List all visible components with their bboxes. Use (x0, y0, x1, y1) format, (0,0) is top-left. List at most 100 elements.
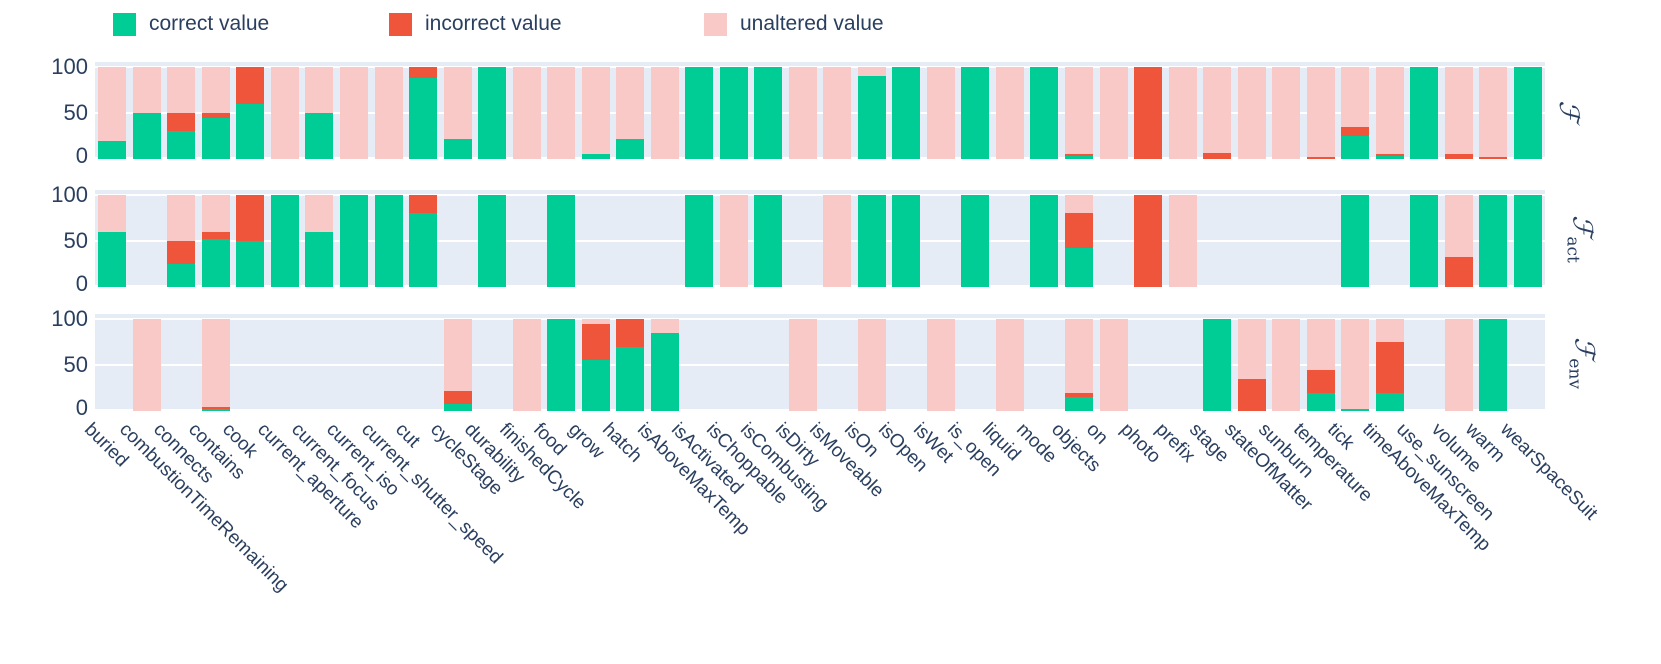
x-tick-label-isChoppable: isChoppable (701, 419, 792, 509)
x-tick-label-objects: objects (1047, 419, 1105, 477)
bar-segment-correct (478, 67, 506, 159)
gridline-0 (95, 285, 1545, 287)
subplot-f-env: 100 50 0 ℱenv (0, 306, 1661, 420)
bar-timeAboveMaxTemp (1375, 314, 1404, 411)
y-tick-0: 0 (75, 395, 88, 420)
bar-volume (1444, 62, 1473, 159)
bar-photo (1134, 190, 1162, 287)
x-tick-label-finishedCycle: finishedCycle (494, 419, 590, 514)
x-tick-label-use_sunscreen: use_sunscreen (1392, 419, 1499, 525)
bar-stateOfMatter (1237, 62, 1266, 159)
bar-prefix (1168, 190, 1197, 287)
bar-segment-unaltered (857, 319, 886, 411)
bar-segment-incorrect (1375, 342, 1404, 393)
x-tick-label-cycleStage: cycleStage (425, 419, 507, 500)
gridline-50 (95, 364, 1545, 366)
bar-food (547, 62, 576, 159)
bar-current_shutter_speed (374, 62, 403, 159)
bar-finishedCycle (512, 62, 541, 159)
bar-use_sunscreen (1410, 62, 1439, 159)
x-tick-label-current_iso: current_iso (322, 419, 404, 501)
bar-segment-incorrect (1134, 67, 1162, 159)
bar-segment-unaltered (788, 67, 817, 159)
bar-segment-incorrect (1237, 378, 1266, 411)
bar-segment-unaltered (1168, 195, 1197, 287)
bar-segment-incorrect (1306, 157, 1335, 159)
bar-tick (1341, 62, 1370, 159)
bar-warm (1479, 190, 1508, 287)
bar-segment-unaltered (1375, 67, 1404, 154)
bar-isOpen (892, 190, 921, 287)
x-tick-label-temperature: temperature (1288, 419, 1377, 507)
x-tick-label-food: food (529, 419, 571, 461)
subplot-label-f-act: ℱact (1562, 214, 1598, 263)
bar-use_sunscreen (1410, 190, 1439, 287)
bar-segment-correct (201, 409, 230, 411)
plot-area-f[interactable] (95, 62, 1545, 159)
bar-is_open (961, 62, 990, 159)
bar-current_iso (339, 190, 368, 287)
bar-segment-correct (443, 403, 472, 411)
bar-food (547, 190, 576, 287)
bar-segment-correct (167, 264, 196, 287)
bar-segment-incorrect (201, 113, 230, 118)
bar-isWet (926, 62, 955, 159)
bar-segment-unaltered (1306, 319, 1335, 370)
bar-photo (1134, 62, 1162, 159)
legend-item-incorrect[interactable]: incorrect value (389, 12, 562, 36)
y-tick-0: 0 (75, 271, 88, 296)
bar-segment-correct (1064, 156, 1093, 159)
bar-segment-correct (1341, 136, 1370, 159)
x-tick-label-isActivated: isActivated (667, 419, 748, 499)
plot-area-f-act[interactable] (95, 190, 1545, 287)
legend-item-unaltered[interactable]: unaltered value (704, 12, 884, 36)
bar-segment-unaltered (788, 319, 817, 411)
bar-combustionTimeRemaining (132, 314, 161, 411)
y-tick-50: 50 (63, 100, 88, 125)
bar-segment-correct (374, 195, 403, 287)
bar-segment-correct (719, 67, 748, 159)
x-tick-label-volume: volume (1426, 419, 1485, 478)
bar-segment-unaltered (443, 67, 472, 139)
bar-segment-correct (961, 195, 990, 287)
bar-segment-incorrect (201, 231, 230, 240)
bar-segment-incorrect (409, 195, 437, 214)
bar-segment-unaltered (650, 67, 679, 159)
bar-current_focus (305, 62, 334, 159)
bar-hatch (616, 314, 645, 411)
bar-cut (409, 190, 437, 287)
bar-segment-correct (1030, 195, 1059, 287)
bar-cook (236, 62, 265, 159)
bar-buried (98, 190, 127, 287)
bar-segment-incorrect (1064, 153, 1093, 157)
bar-segment-incorrect (443, 390, 472, 404)
gridline-100 (95, 194, 1545, 196)
legend-item-correct[interactable]: correct value (113, 12, 269, 36)
gridline-100 (95, 318, 1545, 320)
plot-area-f-env[interactable] (95, 314, 1545, 411)
bar-segment-correct (1410, 195, 1439, 287)
bar-grow (581, 62, 610, 159)
bar-segment-incorrect (1341, 126, 1370, 136)
bar-isChoppable (719, 190, 748, 287)
bar-connects (167, 62, 196, 159)
bar-hatch (616, 62, 645, 159)
bar-segment-incorrect (409, 67, 437, 78)
bar-segment-incorrect (1306, 369, 1335, 393)
bar-sunburn (1272, 314, 1301, 411)
bar-isOpen (892, 62, 921, 159)
bar-segment-unaltered (201, 319, 230, 408)
bar-segment-correct (857, 195, 886, 287)
bar-is_open (961, 190, 990, 287)
bar-food (547, 314, 576, 411)
x-tick-label-stateOfMatter: stateOfMatter (1219, 419, 1316, 516)
bar-isActivated (685, 190, 714, 287)
subplot-label-f-env: ℱenv (1564, 336, 1600, 389)
bar-finishedCycle (512, 314, 541, 411)
bar-segment-unaltered (1203, 67, 1231, 153)
bar-segment-unaltered (98, 67, 127, 141)
bar-segment-unaltered (1444, 319, 1473, 411)
x-tick-label-isMoveable: isMoveable (805, 419, 889, 502)
bar-objects (1064, 62, 1093, 159)
bar-segment-correct (409, 213, 437, 287)
